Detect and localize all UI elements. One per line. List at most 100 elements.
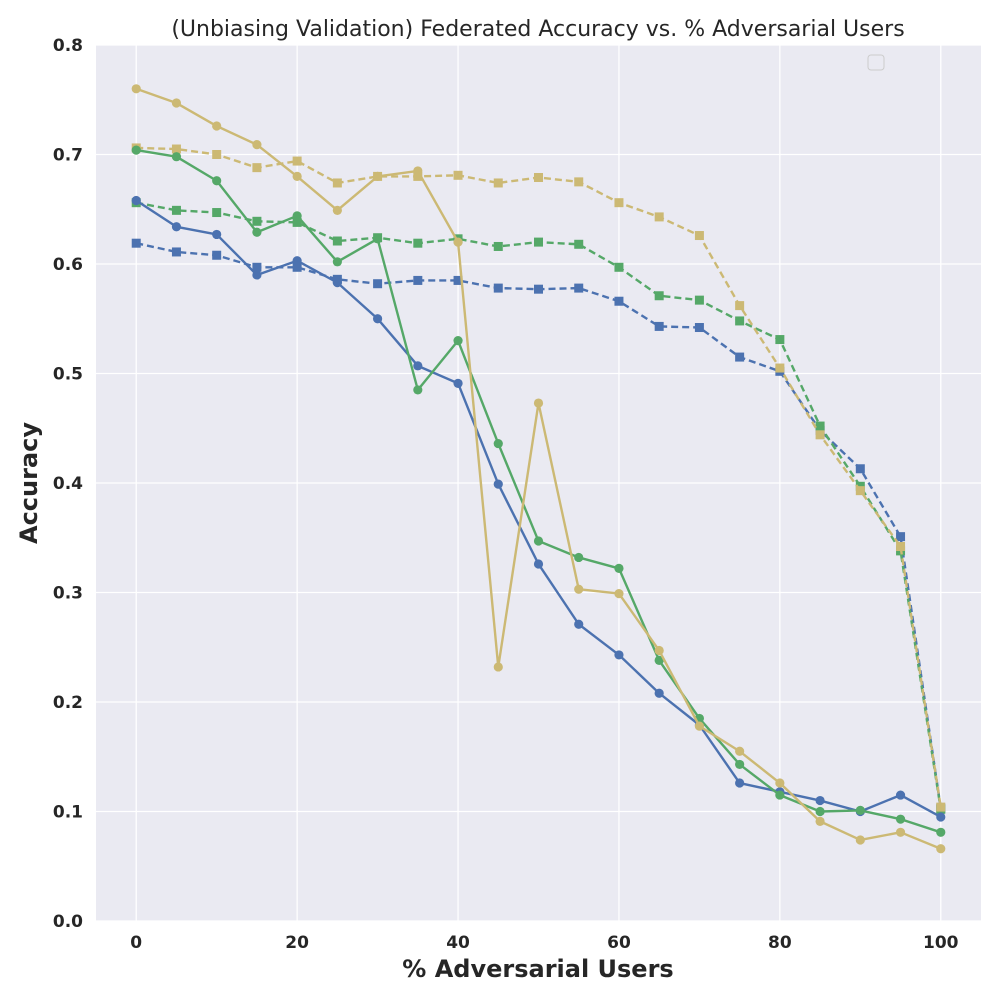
data-point — [372, 234, 383, 244]
data-point — [895, 790, 906, 800]
data-point — [493, 438, 503, 449]
data-point — [292, 256, 302, 266]
data-point — [372, 171, 383, 181]
data-point — [252, 227, 262, 237]
data-point — [534, 172, 543, 182]
data-point — [735, 301, 745, 311]
data-point — [775, 363, 785, 373]
series-5 — [131, 143, 946, 812]
data-point — [574, 283, 584, 293]
data-point — [533, 398, 544, 408]
y-tick-label: 0.7 — [53, 146, 83, 166]
data-point — [534, 237, 543, 247]
data-point — [252, 140, 262, 150]
data-point — [212, 229, 222, 240]
data-point — [815, 816, 825, 826]
data-point — [252, 262, 262, 272]
data-point — [654, 321, 664, 331]
data-point — [413, 361, 423, 371]
data-point — [292, 217, 302, 227]
data-point — [413, 166, 423, 176]
data-point — [614, 262, 624, 272]
data-point — [735, 759, 745, 770]
data-point — [171, 205, 181, 215]
data-point — [815, 430, 825, 440]
y-tick-label: 0.8 — [53, 36, 83, 56]
data-point — [252, 163, 262, 173]
x-tick-label: 20 — [285, 933, 309, 953]
y-tick-label: 0.5 — [53, 365, 83, 385]
data-point — [614, 296, 624, 306]
data-point — [574, 619, 584, 629]
data-point — [453, 170, 463, 180]
data-point — [171, 222, 182, 232]
data-point — [493, 283, 503, 293]
data-point — [574, 552, 584, 563]
data-point — [413, 385, 423, 395]
data-point — [694, 721, 705, 731]
data-point — [171, 247, 181, 257]
data-point — [332, 278, 342, 288]
data-point — [815, 421, 825, 431]
data-point — [131, 145, 141, 155]
x-tick-label: 60 — [607, 933, 631, 953]
data-point — [131, 195, 141, 206]
data-point — [614, 563, 624, 574]
x-tick-label: 100 — [923, 933, 959, 953]
data-point — [614, 588, 624, 599]
data-point — [936, 844, 946, 854]
data-point — [292, 262, 302, 272]
data-point — [855, 464, 865, 474]
data-point — [735, 746, 745, 756]
data-point — [332, 257, 342, 267]
chart-title: (Unbiasing Validation) Federated Accurac… — [171, 17, 904, 42]
data-point — [212, 121, 222, 131]
data-point — [855, 486, 865, 496]
data-point — [654, 688, 664, 698]
data-point — [171, 98, 182, 108]
data-point — [373, 279, 383, 289]
x-tick-label: 0 — [130, 933, 142, 953]
data-point — [654, 655, 664, 665]
data-point — [493, 178, 503, 188]
data-point — [493, 479, 503, 489]
x-tick-label: 40 — [446, 933, 470, 953]
data-point — [292, 211, 302, 221]
data-point — [292, 156, 302, 166]
data-point — [453, 275, 463, 285]
data-point — [936, 802, 946, 812]
data-point — [895, 827, 906, 837]
data-point — [533, 536, 544, 546]
data-point — [614, 650, 624, 660]
data-point — [694, 323, 704, 333]
series-2 — [131, 84, 946, 854]
data-point — [131, 84, 141, 94]
y-tick-label: 0.1 — [53, 803, 83, 823]
data-point — [735, 316, 745, 326]
data-point — [855, 805, 865, 816]
data-point — [574, 584, 584, 594]
data-point — [212, 176, 222, 186]
data-point — [574, 239, 584, 249]
data-point — [574, 177, 584, 187]
data-point — [534, 284, 543, 294]
data-point — [413, 238, 423, 248]
data-point — [936, 827, 946, 837]
y-tick-label: 0.0 — [53, 912, 83, 932]
data-point — [735, 352, 745, 362]
data-point — [735, 778, 745, 788]
data-point — [855, 835, 865, 845]
data-point — [654, 212, 664, 222]
legend-box — [867, 54, 885, 71]
data-point — [413, 171, 423, 181]
data-point — [493, 241, 503, 251]
data-point — [332, 205, 342, 215]
series-layer — [131, 84, 946, 854]
y-tick-label: 0.4 — [53, 474, 83, 494]
data-point — [654, 291, 664, 301]
data-point — [372, 314, 383, 324]
data-point — [815, 806, 825, 817]
data-point — [654, 645, 664, 656]
series-1 — [131, 145, 946, 837]
